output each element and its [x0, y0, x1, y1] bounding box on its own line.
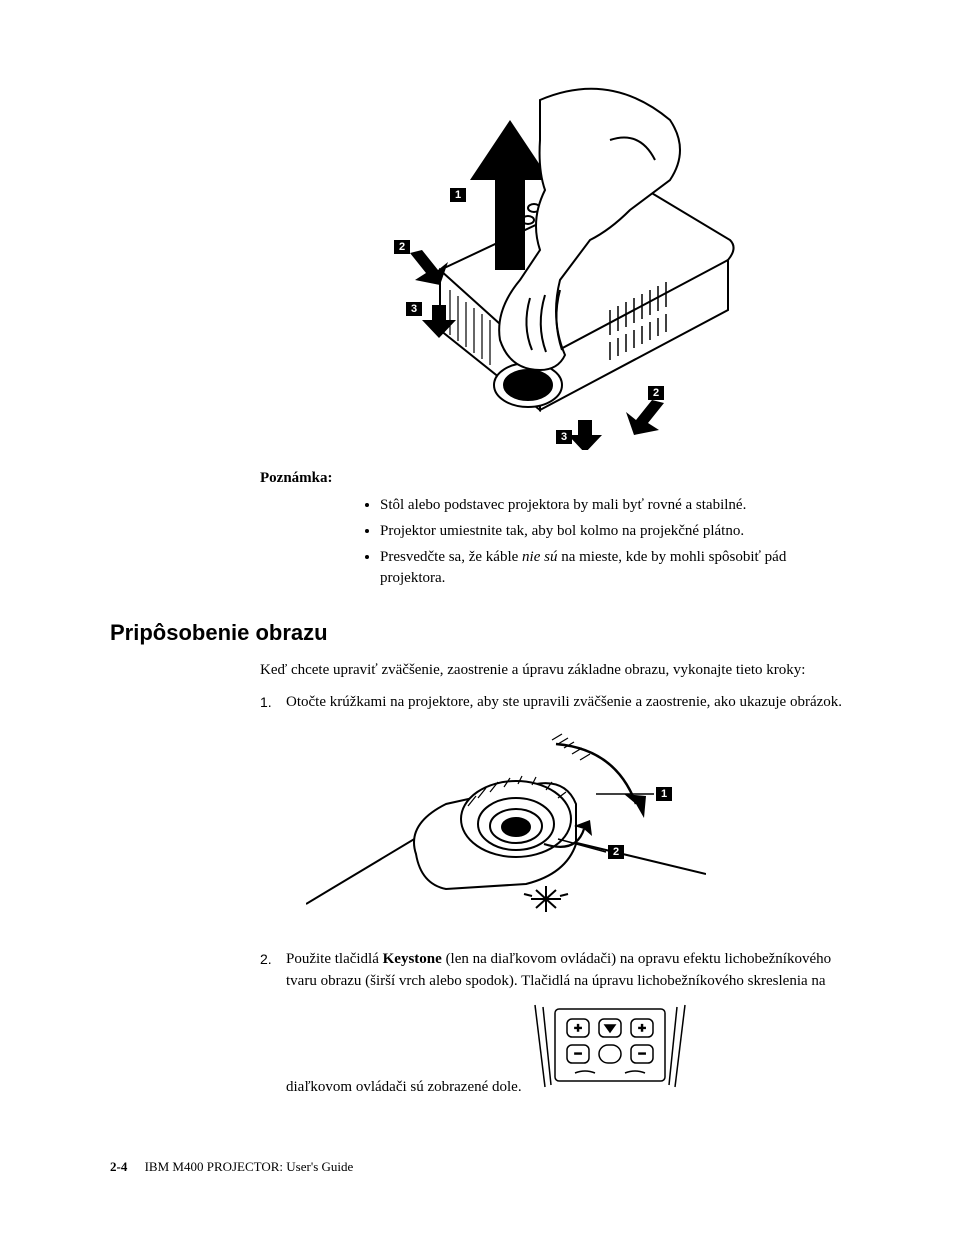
marker-2-left: 2	[399, 241, 405, 253]
steps-list: 1. Otočte krúžkami na projektore, aby st…	[260, 692, 844, 1099]
step-number: 1.	[260, 692, 286, 942]
marker-2: 2	[613, 846, 619, 858]
marker-3-left: 3	[411, 303, 417, 315]
page-container: 1 2 3 2 3 Poznámka: Stôl alebo podstavec…	[0, 0, 954, 1235]
section-body: Keď chcete upraviť zväčšenie, zaostrenie…	[260, 660, 844, 1099]
step-text: Otočte krúžkami na projektore, aby ste u…	[286, 694, 842, 710]
note-item-italic: nie sú	[522, 549, 557, 565]
note-item: Presvedčte sa, že káble nie sú na mieste…	[380, 547, 824, 591]
note-item: Stôl alebo podstavec projektora by mali …	[380, 495, 824, 517]
svg-text:+: +	[639, 1020, 647, 1035]
figure-projector-lift: 1 2 3 2 3	[310, 80, 750, 450]
note-item: Projektor umiestnite tak, aby bol kolmo …	[380, 521, 824, 543]
sparkle-icon	[524, 886, 568, 912]
figure-remote: + + − −	[525, 1001, 695, 1091]
svg-text:−: −	[639, 1046, 647, 1061]
page-number: 2-4	[110, 1159, 127, 1174]
note-label: Poznámka:	[260, 470, 824, 487]
note-list: Stôl alebo podstavec projektora by mali …	[260, 495, 824, 590]
note-item-text: Presvedčte sa, že káble	[380, 549, 522, 565]
marker-2-right: 2	[653, 387, 659, 399]
section-intro: Keď chcete upraviť zväčšenie, zaostrenie…	[260, 660, 844, 682]
marker-1: 1	[455, 189, 461, 201]
step-number: 2.	[260, 949, 286, 1098]
step-bold: Keystone	[383, 951, 442, 967]
figure-lens-rings: 1 2	[306, 724, 706, 924]
svg-text:+: +	[575, 1020, 583, 1035]
page-footer: 2-4 IBM M400 PROJECTOR: User's Guide	[110, 1159, 353, 1175]
note-block: Poznámka: Stôl alebo podstavec projektor…	[260, 470, 824, 590]
step-item: 2. Použite tlačidlá Keystone (len na dia…	[260, 949, 844, 1098]
marker-1: 1	[661, 788, 667, 800]
footer-title: IBM M400 PROJECTOR: User's Guide	[145, 1159, 354, 1174]
marker-3-right: 3	[561, 431, 567, 443]
step-text: Použite tlačidlá	[286, 951, 383, 967]
section-heading: Pripôsobenie obrazu	[110, 620, 864, 646]
step-item: 1. Otočte krúžkami na projektore, aby st…	[260, 692, 844, 942]
svg-text:−: −	[575, 1046, 583, 1061]
